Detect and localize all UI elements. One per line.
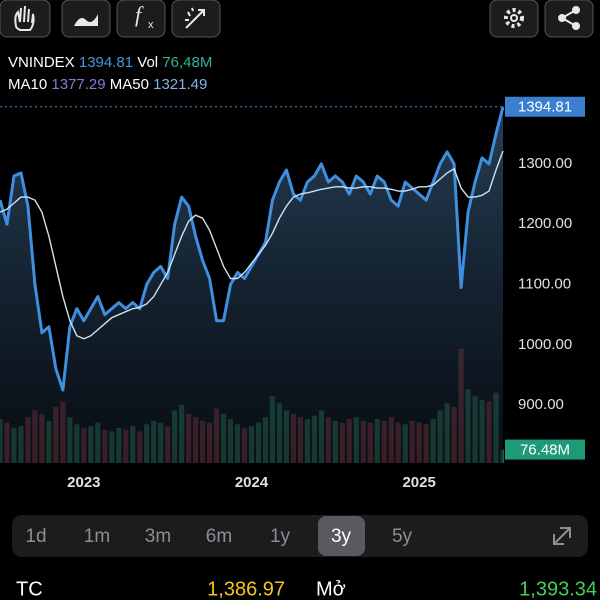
legend-ma10: 1377.29 <box>51 76 105 93</box>
share-dot <box>572 22 580 30</box>
range-bar <box>12 515 588 557</box>
volume-tag <box>505 439 585 460</box>
fullscreen-button[interactable] <box>553 527 571 545</box>
open-value: 1,393.34 <box>519 578 597 600</box>
x-tick-label: 2023 <box>67 474 100 491</box>
magic-icon <box>185 7 205 29</box>
share-dot <box>558 14 566 22</box>
x-tick-label: 2024 <box>235 474 269 491</box>
legend-line: MA10 1377.29 MA50 1321.49 <box>8 76 207 93</box>
gear-hub <box>510 14 518 22</box>
volume-tag-label: 76.48M <box>520 442 570 459</box>
plot: 900.00 1000.00 1100.00 1200.00 1300.00 2023 20… <box>0 96 585 491</box>
plot-area <box>0 106 504 463</box>
range-button[interactable]: 3m <box>145 526 171 547</box>
tc-label: TC <box>16 578 43 600</box>
quote-row: TC 1,386.97 Mở 1,393.34 <box>16 578 597 600</box>
y-tick-label: 1200.00 <box>518 215 572 232</box>
gear-icon <box>504 8 524 28</box>
ma-line <box>0 150 504 340</box>
range-selected-bg <box>318 516 365 556</box>
share-dot <box>572 6 580 14</box>
hand-icon <box>14 5 35 31</box>
y-tick-label: 1300.00 <box>518 155 572 172</box>
area-icon <box>74 14 98 26</box>
legend-vol: 76,48M <box>162 54 212 71</box>
legend: VNINDEX 1394.81 Vol 76,48M MA10 1377.29 … <box>8 54 212 93</box>
range-button[interactable]: 6m <box>206 526 232 547</box>
last-price-tag <box>505 96 585 117</box>
indicator-button[interactable] <box>116 0 166 38</box>
range-button[interactable]: 1y <box>270 526 291 547</box>
range-button[interactable]: 1d <box>25 526 46 547</box>
legend-vol-label: Vol <box>137 54 158 71</box>
toolbar: f x <box>0 0 594 38</box>
range-buttons: 1d 1m 3m 6m 1y 3y 5y <box>25 516 413 556</box>
open-label: Mở <box>316 578 346 600</box>
tc-value: 1,386.97 <box>207 578 285 600</box>
fx-icon-sub: x <box>148 19 154 31</box>
legend-ma10-label: MA10 <box>8 76 47 93</box>
chart-style-button[interactable] <box>61 0 111 38</box>
legend-ma50-label: MA50 <box>110 76 149 93</box>
y-tick-label: 1000.00 <box>518 336 572 353</box>
price-line <box>0 106 504 392</box>
range-button[interactable]: 3y <box>331 526 352 547</box>
settings-button[interactable] <box>489 0 539 38</box>
y-tick-label: 1100.00 <box>518 275 571 292</box>
legend-symbol: VNINDEX <box>8 54 75 71</box>
y-tick-label: 900.00 <box>518 396 564 413</box>
x-tick-label: 2025 <box>402 474 435 491</box>
range-button[interactable]: 1m <box>84 526 110 547</box>
legend-line: VNINDEX 1394.81 Vol 76,48M <box>8 54 212 71</box>
share-button[interactable] <box>544 0 594 38</box>
price-area <box>0 106 503 463</box>
fx-icon: f <box>135 2 144 27</box>
last-price-label: 1394.81 <box>518 99 572 116</box>
legend-ma50: 1321.49 <box>153 76 207 93</box>
range-button[interactable]: 5y <box>392 526 413 547</box>
legend-price: 1394.81 <box>79 54 133 71</box>
